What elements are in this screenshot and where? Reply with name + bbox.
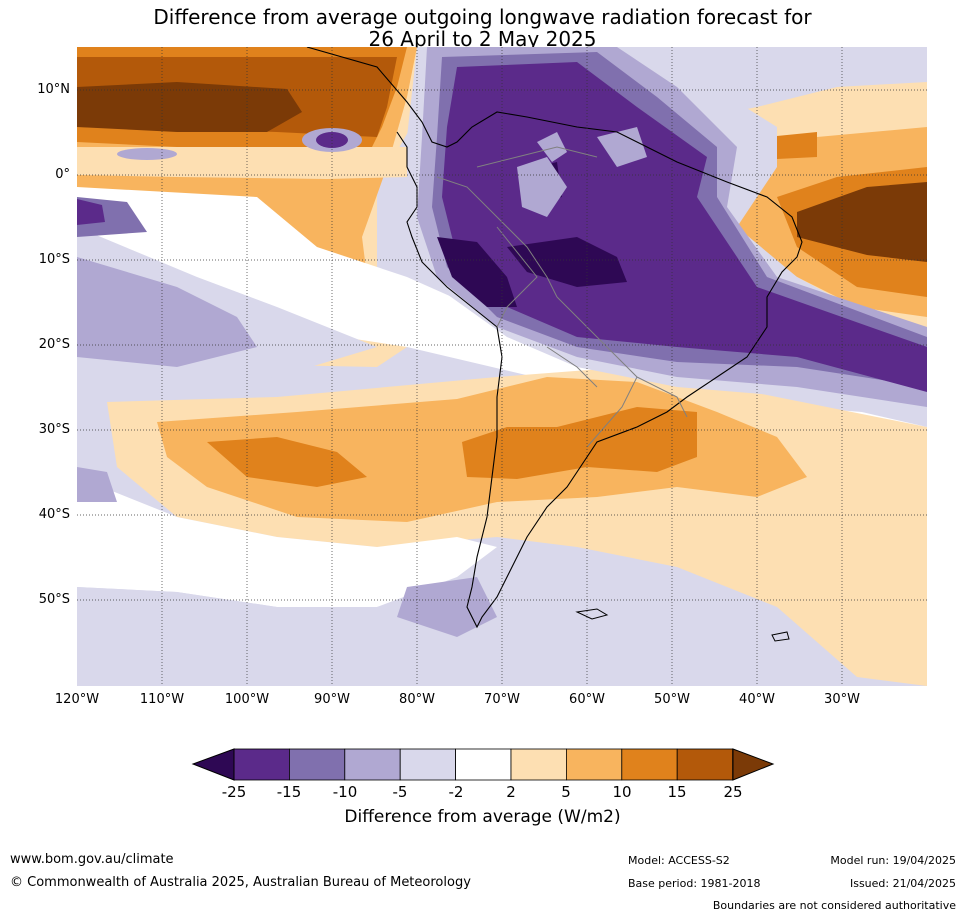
colorbar-cell xyxy=(455,748,512,781)
base-period-text: Base period: 1981-2018 xyxy=(628,877,761,890)
colorbar-tick: 2 xyxy=(506,783,516,801)
model-run-text: Model run: 19/04/2025 xyxy=(830,854,956,867)
colorbar-tick: -25 xyxy=(221,783,247,801)
colorbar-cell xyxy=(233,748,290,781)
disclaimer-text: Boundaries are not considered authoritat… xyxy=(712,899,956,912)
map-title-line2: 26 April to 2 May 2025 xyxy=(368,27,597,51)
lon-label-100w: 100°W xyxy=(224,692,270,707)
country-borders xyxy=(436,146,688,448)
island-outline xyxy=(771,631,790,642)
anomaly-region xyxy=(397,577,497,637)
colorbar-cell xyxy=(289,748,346,781)
colorbar-cell xyxy=(510,748,567,781)
lat-label-0: 0° xyxy=(55,167,70,182)
anomaly-region xyxy=(77,82,302,132)
island-outline xyxy=(575,608,609,620)
colorbar-arrow-high xyxy=(732,748,775,781)
lon-label-30w: 30°W xyxy=(824,692,860,707)
lon-label-70w: 70°W xyxy=(484,692,520,707)
lat-label-50s: 50°S xyxy=(38,592,70,607)
copyright-text: © Commonwealth of Australia 2025, Austra… xyxy=(10,875,471,890)
colorbar-tick: -15 xyxy=(276,783,302,801)
anomaly-region xyxy=(437,237,517,307)
anomaly-region xyxy=(77,257,257,367)
anomaly-region xyxy=(517,157,567,217)
colorbar-arrow-low xyxy=(191,748,235,781)
anomaly-region xyxy=(507,237,627,287)
colorbar-cell xyxy=(621,748,678,781)
map-title-line1: Difference from average outgoing longwav… xyxy=(153,5,812,29)
colorbar-tick: 15 xyxy=(667,783,687,801)
lon-label-50w: 50°W xyxy=(654,692,690,707)
colorbar-cell xyxy=(399,748,456,781)
lat-label-10s: 10°S xyxy=(38,252,70,267)
anomaly-map xyxy=(77,47,927,686)
lat-label-20s: 20°S xyxy=(38,337,70,352)
anomaly-region xyxy=(117,148,177,160)
issued-text: Issued: 21/04/2025 xyxy=(849,877,956,890)
anomaly-region xyxy=(462,407,697,479)
graticule xyxy=(77,47,927,686)
continent-outline xyxy=(306,47,803,629)
lon-label-40w: 40°W xyxy=(739,692,775,707)
lat-label-10n: 10°N xyxy=(37,82,70,97)
colorbar-label: Difference from average (W/m2) xyxy=(344,807,621,827)
colorbar-cell xyxy=(565,748,623,781)
lon-label-80w: 80°W xyxy=(399,692,435,707)
anomaly-region xyxy=(537,132,567,162)
anomaly-region xyxy=(767,132,817,159)
anomaly-map-svg xyxy=(77,47,927,686)
colorbar-tick: 25 xyxy=(723,783,743,801)
anomaly-region xyxy=(597,127,647,167)
lon-label-120w: 120°W xyxy=(54,692,100,707)
anomaly-region xyxy=(77,187,927,437)
colorbar xyxy=(191,748,775,781)
colorbar-tick: -10 xyxy=(332,783,358,801)
website-link[interactable]: www.bom.gov.au/climate xyxy=(10,852,174,867)
anomaly-region xyxy=(77,477,497,607)
model-text: Model: ACCESS-S2 xyxy=(628,854,730,867)
lat-label-40s: 40°S xyxy=(38,507,70,522)
lon-label-110w: 110°W xyxy=(139,692,185,707)
lon-label-60w: 60°W xyxy=(569,692,605,707)
lat-label-30s: 30°S xyxy=(38,422,70,437)
anomaly-region xyxy=(797,182,927,262)
lon-label-90w: 90°W xyxy=(314,692,350,707)
colorbar-tick: -2 xyxy=(448,783,464,801)
anomaly-region xyxy=(77,467,117,502)
anomaly-region xyxy=(77,199,105,225)
colorbar-tick: -5 xyxy=(392,783,408,801)
colorbar-tick: 10 xyxy=(612,783,632,801)
colorbar-tick: 5 xyxy=(561,783,571,801)
colorbar-cell xyxy=(676,748,734,781)
colorbar-cell xyxy=(344,748,401,781)
